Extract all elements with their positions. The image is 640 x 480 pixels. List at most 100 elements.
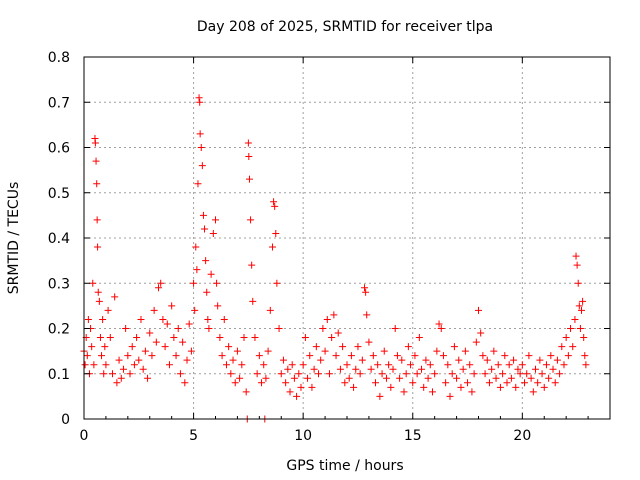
data-point: [380, 347, 388, 355]
data-point: [356, 370, 364, 378]
data-point: [84, 315, 92, 323]
data-point: [448, 370, 456, 378]
y-tick-label: 0.1: [48, 367, 70, 383]
data-point: [376, 392, 384, 400]
data-point: [288, 361, 296, 369]
data-point: [181, 379, 189, 387]
data-point: [249, 297, 257, 305]
data-point: [453, 374, 461, 382]
data-point: [398, 356, 406, 364]
data-point: [301, 334, 309, 342]
data-point: [95, 297, 103, 305]
data-point: [404, 343, 412, 351]
data-point: [310, 365, 318, 373]
y-tick-label: 0.2: [48, 322, 70, 338]
data-point: [442, 379, 450, 387]
data-point: [113, 379, 121, 387]
data-point: [558, 343, 566, 351]
data-point: [299, 361, 307, 369]
data-point: [573, 261, 581, 269]
data-point: [562, 334, 570, 342]
data-point: [225, 343, 233, 351]
data-point: [99, 315, 107, 323]
data-point: [553, 356, 561, 364]
data-point: [576, 325, 584, 332]
data-point: [312, 343, 320, 351]
data-point: [248, 261, 256, 269]
data-point: [450, 343, 458, 351]
data-point: [89, 279, 97, 287]
data-point: [582, 361, 590, 369]
data-point: [268, 243, 276, 251]
data-point: [81, 361, 89, 369]
data-point: [270, 198, 278, 206]
data-point: [475, 306, 482, 314]
data-point: [574, 279, 582, 287]
data-point: [159, 315, 167, 323]
data-point: [485, 379, 493, 387]
data-point: [104, 306, 112, 314]
data-point: [468, 388, 476, 396]
data-point: [529, 388, 537, 396]
data-point: [549, 365, 557, 373]
data-point: [157, 279, 165, 287]
data-point: [255, 352, 263, 360]
data-point: [426, 361, 434, 369]
data-point: [345, 374, 353, 382]
data-point: [483, 356, 491, 364]
data-point: [339, 343, 347, 351]
data-point: [569, 343, 577, 351]
data-point: [185, 320, 193, 328]
data-point: [503, 379, 511, 387]
data-point: [455, 356, 463, 364]
data-point: [481, 370, 489, 378]
data-point: [551, 379, 559, 387]
data-point: [470, 370, 478, 378]
data-point: [477, 329, 485, 337]
data-point: [286, 388, 294, 396]
data-point: [187, 347, 195, 355]
data-point: [144, 374, 152, 382]
data-point: [130, 361, 138, 369]
data-point: [128, 343, 136, 351]
x-axis-label: GPS time / hours: [286, 458, 403, 474]
data-point: [262, 374, 270, 382]
data-point: [534, 379, 542, 387]
data-point: [199, 211, 207, 219]
data-point: [494, 361, 502, 369]
data-point: [284, 365, 292, 373]
data-point: [102, 361, 110, 369]
data-point: [101, 343, 109, 351]
data-point: [90, 361, 98, 369]
data-point: [365, 338, 373, 346]
data-point: [336, 365, 344, 373]
grid-lines: [84, 57, 610, 419]
data-point: [197, 144, 205, 151]
data-point: [466, 361, 474, 369]
data-point: [420, 383, 428, 391]
data-point: [512, 383, 520, 391]
data-point: [220, 315, 228, 323]
data-point: [428, 388, 436, 396]
data-point: [293, 392, 301, 400]
data-point: [433, 347, 441, 355]
data-point: [196, 98, 204, 106]
data-point: [531, 365, 539, 373]
data-point: [361, 284, 369, 292]
data-point: [581, 352, 589, 360]
data-point: [196, 130, 204, 138]
data-point: [117, 374, 125, 382]
data-point: [540, 383, 548, 391]
data-point: [174, 325, 182, 332]
data-point: [547, 352, 555, 360]
data-point: [490, 347, 498, 355]
data-point: [207, 270, 215, 278]
data-point: [93, 216, 101, 224]
data-point: [275, 325, 283, 332]
data-point: [119, 365, 127, 373]
data-point: [295, 370, 303, 378]
data-point: [435, 320, 443, 328]
data-point: [363, 311, 371, 319]
data-point: [507, 374, 515, 382]
data-point: [521, 379, 529, 387]
